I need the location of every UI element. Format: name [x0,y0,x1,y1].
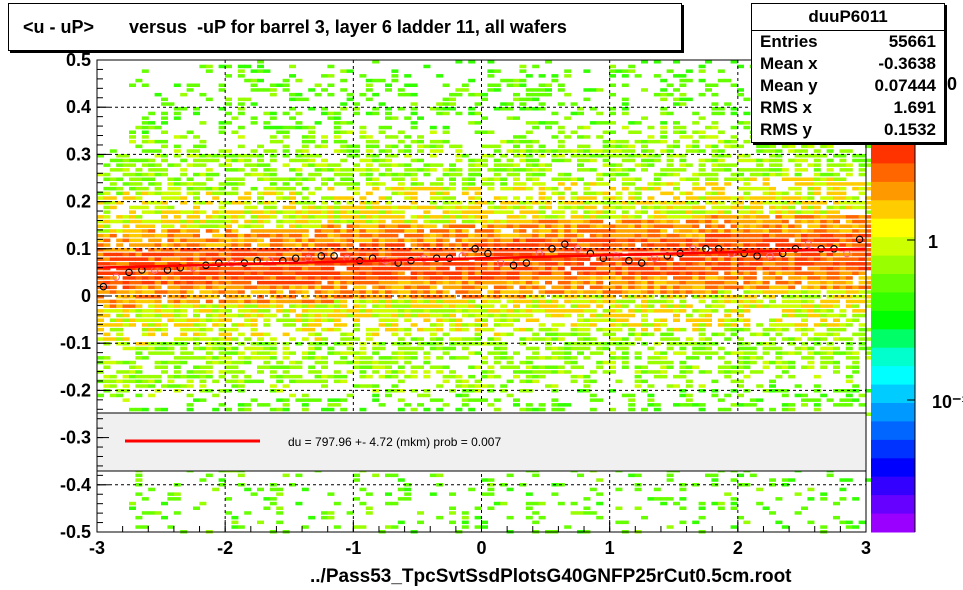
profile-point [215,259,223,267]
x-tick-label: -1 [345,538,361,558]
x-tick-label: 2 [733,538,743,558]
color-bar-segment [871,458,915,478]
color-bar-segment [871,366,915,385]
profile-point [330,252,338,260]
profile-point [548,245,556,253]
y-tick-label: 0.3 [66,144,91,164]
color-bar-segment [871,218,915,238]
color-bar-segment [871,421,915,441]
stats-row-mean-y: Mean y 0.07444 [752,75,944,97]
stats-row-rms-y: RMS y 0.1532 [752,119,944,141]
profile-point [573,245,582,253]
stats-label: RMS y [760,120,812,139]
y-tick-label: -0.3 [60,428,91,448]
profile-point [522,259,531,267]
stats-value: 55661 [888,32,936,51]
color-bar-label-partial: 0 [947,74,957,94]
profile-point [561,240,569,248]
color-bar-segment [871,513,915,533]
y-tick-label: 0.5 [66,50,91,70]
stats-name: duuP6011 [752,4,944,31]
stats-label: Entries [760,32,818,51]
color-bar-segment [871,439,915,459]
profile-point [855,235,864,244]
color-bar [871,145,915,533]
color-bar-segment [871,384,915,404]
color-bar-segment [871,163,915,183]
stats-label: RMS x [760,98,812,117]
y-tick-label: 0.2 [66,192,91,212]
x-tick-label: 3 [861,538,871,558]
color-bar-label: 10⁻¹ [932,392,963,412]
profile-point [509,261,518,270]
stats-box: duuP6011 Entries 55661 Mean x -0.3638 Me… [751,3,945,143]
stats-label: Mean x [760,54,818,73]
color-bar-segment [871,347,915,367]
axis-ticks [96,59,867,533]
profile-point [791,245,800,253]
stats-row-mean-x: Mean x -0.3638 [752,53,944,75]
y-tick-label: -0.1 [60,333,91,353]
color-bar-segment [871,403,915,422]
stats-value: 0.1532 [884,120,936,139]
x-tick-label: -3 [89,538,105,558]
profile-point [766,252,774,260]
chart-title: <u - uP> versus -uP for barrel 3, layer … [8,3,682,51]
y-tick-label: -0.4 [60,475,91,495]
fit-line [96,247,867,269]
color-bar-segment [871,274,915,293]
color-bar-label: 1 [928,232,938,252]
x-tick-label: -2 [217,538,233,558]
profile-point [112,273,120,281]
color-bar-segment [871,329,915,349]
color-bar-segment [871,181,915,201]
profile-point [484,249,492,258]
y-tick-label: 0.4 [66,97,91,117]
color-bar-segment [871,145,915,164]
profile-point [740,249,748,258]
y-tick-label: -0.5 [60,522,91,542]
profile-point [227,259,236,267]
color-bar-segment [871,292,915,312]
color-bar-segment [871,237,915,256]
profile-point [317,252,326,260]
stats-value: -0.3638 [878,54,936,73]
legend-fit-text: du = 797.96 +- 4.72 (mkm) prob = 0.007 [288,435,501,449]
color-bar-segment [871,476,915,496]
x-tick-label: 1 [605,538,615,558]
file-path-label: ../Pass53_TpcSvtSsdPlotsG40GNFP25rCut0.5… [310,566,792,587]
color-bar-segment [871,200,915,220]
profile-point [420,254,428,262]
x-tick-label: 0 [476,538,486,558]
stats-row-rms-x: RMS x 1.691 [752,97,944,119]
y-tick-label: 0.1 [66,239,91,259]
profile-point [471,245,479,253]
y-tick-label: -0.2 [60,380,91,400]
profile-point [637,259,646,267]
stats-row-entries: Entries 55661 [752,31,944,53]
stats-label: Mean y [760,76,818,95]
color-bar-segment [871,255,915,275]
stats-value: 1.691 [893,98,936,117]
profile-point [625,256,633,265]
profile-point [291,254,300,262]
y-tick-label: 0 [81,286,91,306]
profile-point [727,249,736,258]
profile-point [804,240,813,248]
profile-point [125,268,133,277]
color-bar-segment [871,310,915,330]
color-bar-segment [871,495,915,514]
stats-value: 0.07444 [874,76,936,95]
profile-point [496,259,505,267]
